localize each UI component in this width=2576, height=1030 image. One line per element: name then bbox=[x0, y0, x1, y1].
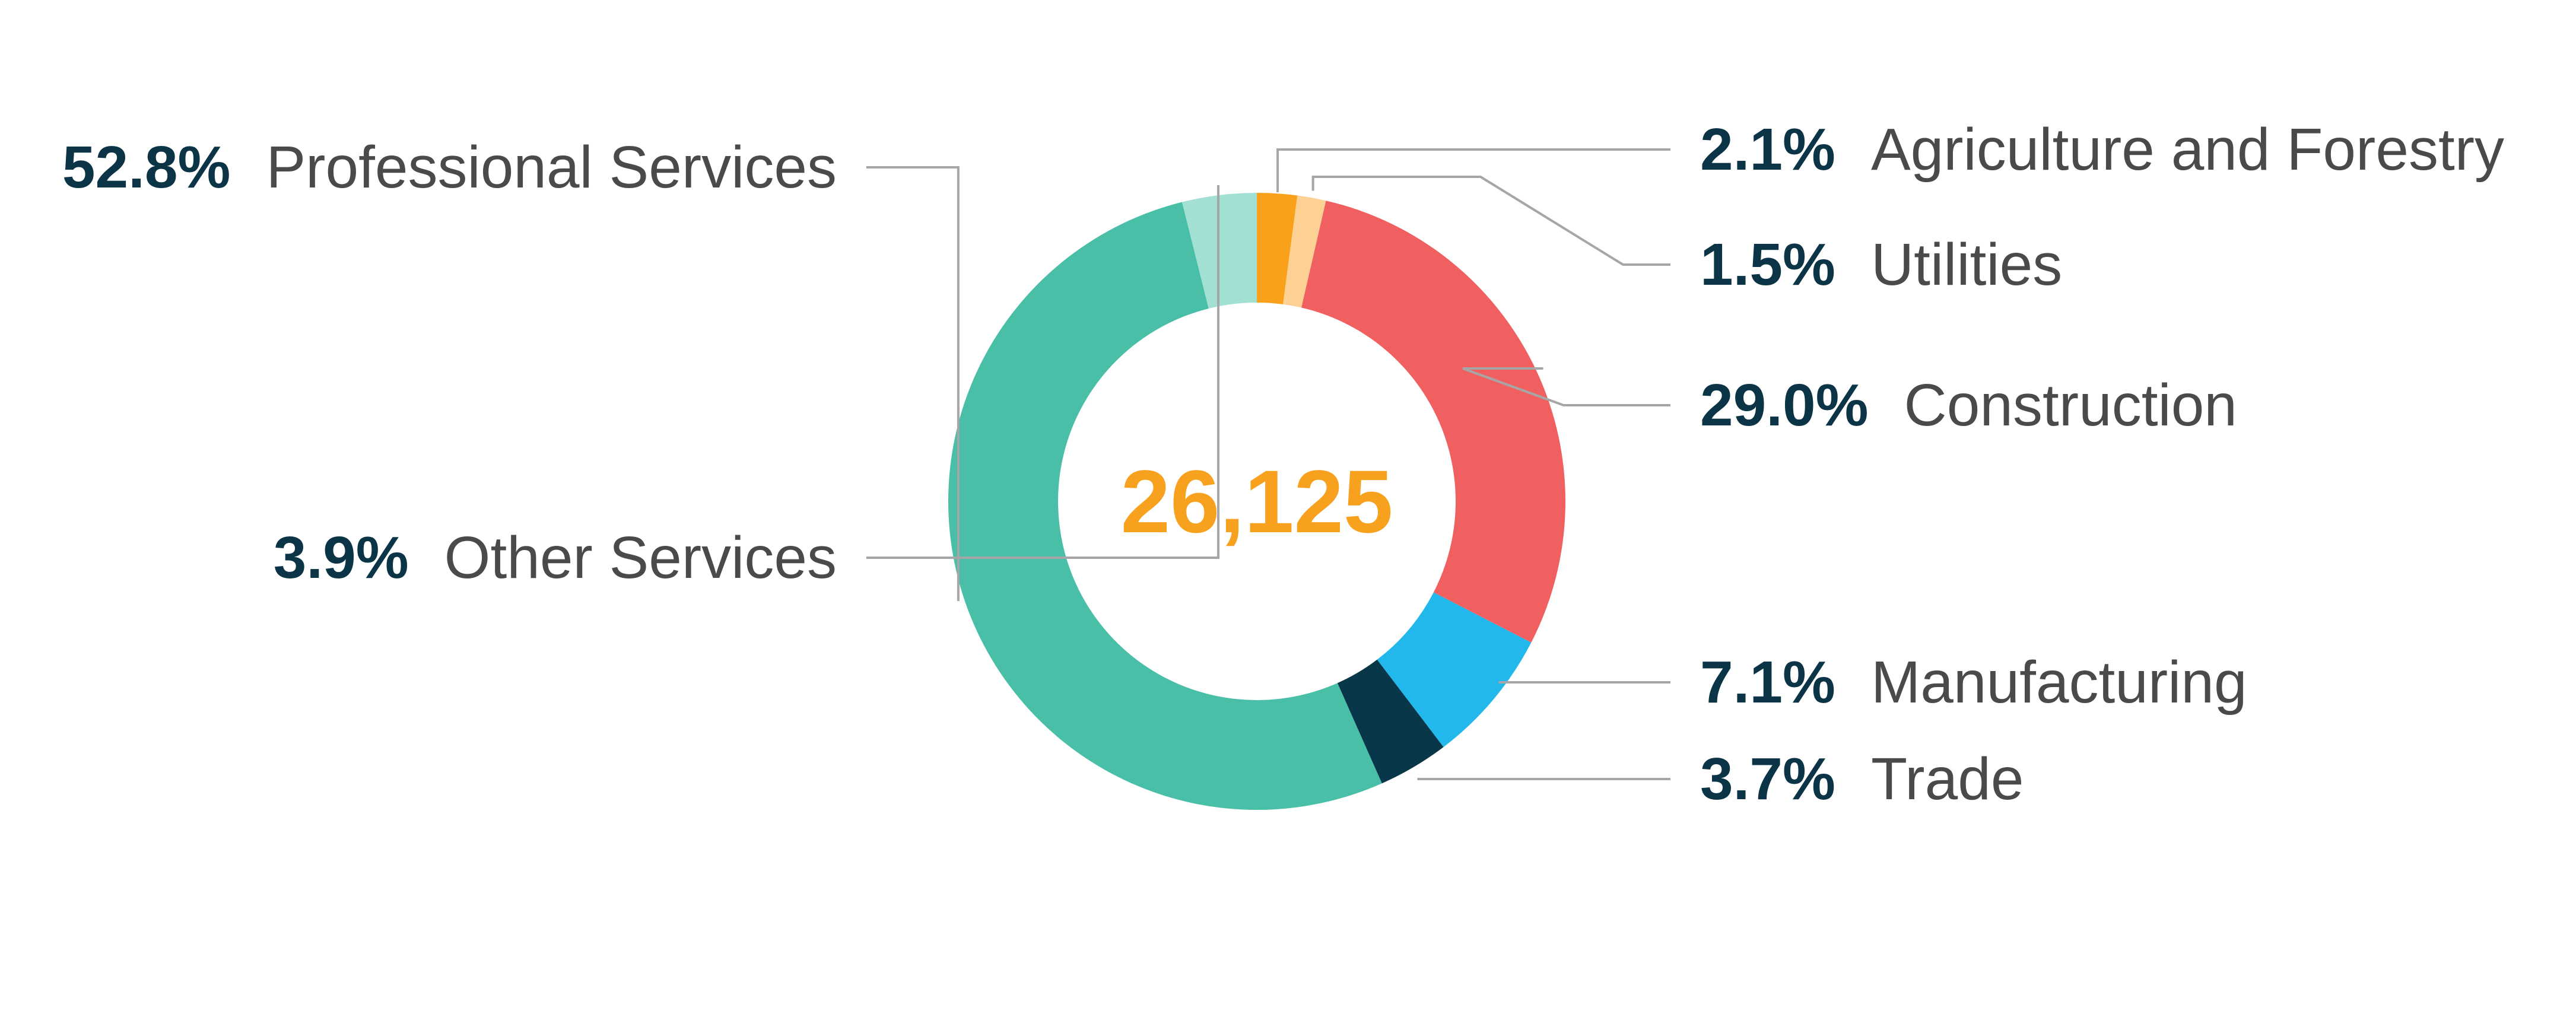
slice-labels: 2.1% Agriculture and Forestry 1.5% Utilitie… bbox=[62, 116, 2504, 812]
slice-agriculture-and-forestry bbox=[1257, 193, 1298, 304]
leader-line-professional-services bbox=[866, 166, 960, 601]
leader-line-utilities bbox=[1311, 176, 1670, 266]
leader-line-agriculture-and-forestry bbox=[1276, 148, 1670, 193]
center-total-label: 26,125 bbox=[1121, 452, 1393, 551]
percent-label-other-services: 3.9% bbox=[274, 524, 409, 591]
percent-label-professional-services: 52.8% bbox=[62, 134, 231, 201]
percent-label-trade: 3.7% bbox=[1700, 746, 1835, 812]
category-label-manufacturing: Manufacturing bbox=[1871, 649, 2247, 716]
category-label-construction: Construction bbox=[1904, 372, 2237, 438]
category-label-trade: Trade bbox=[1871, 746, 2024, 812]
slice-utilities bbox=[1283, 195, 1326, 308]
percent-label-manufacturing: 7.1% bbox=[1700, 649, 1835, 716]
category-label-agriculture-and-forestry: Agriculture and Forestry bbox=[1871, 116, 2504, 183]
leader-lines bbox=[866, 148, 1670, 780]
category-label-professional-services: Professional Services bbox=[266, 134, 837, 201]
percent-label-agriculture-and-forestry: 2.1% bbox=[1700, 116, 1835, 183]
category-label-other-services: Other Services bbox=[444, 524, 837, 591]
donut-slices bbox=[948, 193, 1565, 810]
slice-trade bbox=[1337, 659, 1444, 784]
category-label-utilities: Utilities bbox=[1871, 231, 2062, 298]
percent-label-utilities: 1.5% bbox=[1700, 231, 1835, 298]
slice-professional-services bbox=[948, 202, 1382, 810]
leader-line-construction bbox=[1462, 367, 1670, 406]
leader-line-other-services bbox=[866, 185, 1220, 559]
slice-construction bbox=[1301, 201, 1565, 643]
percent-label-construction: 29.0% bbox=[1700, 372, 1869, 438]
slice-manufacturing bbox=[1377, 592, 1532, 748]
